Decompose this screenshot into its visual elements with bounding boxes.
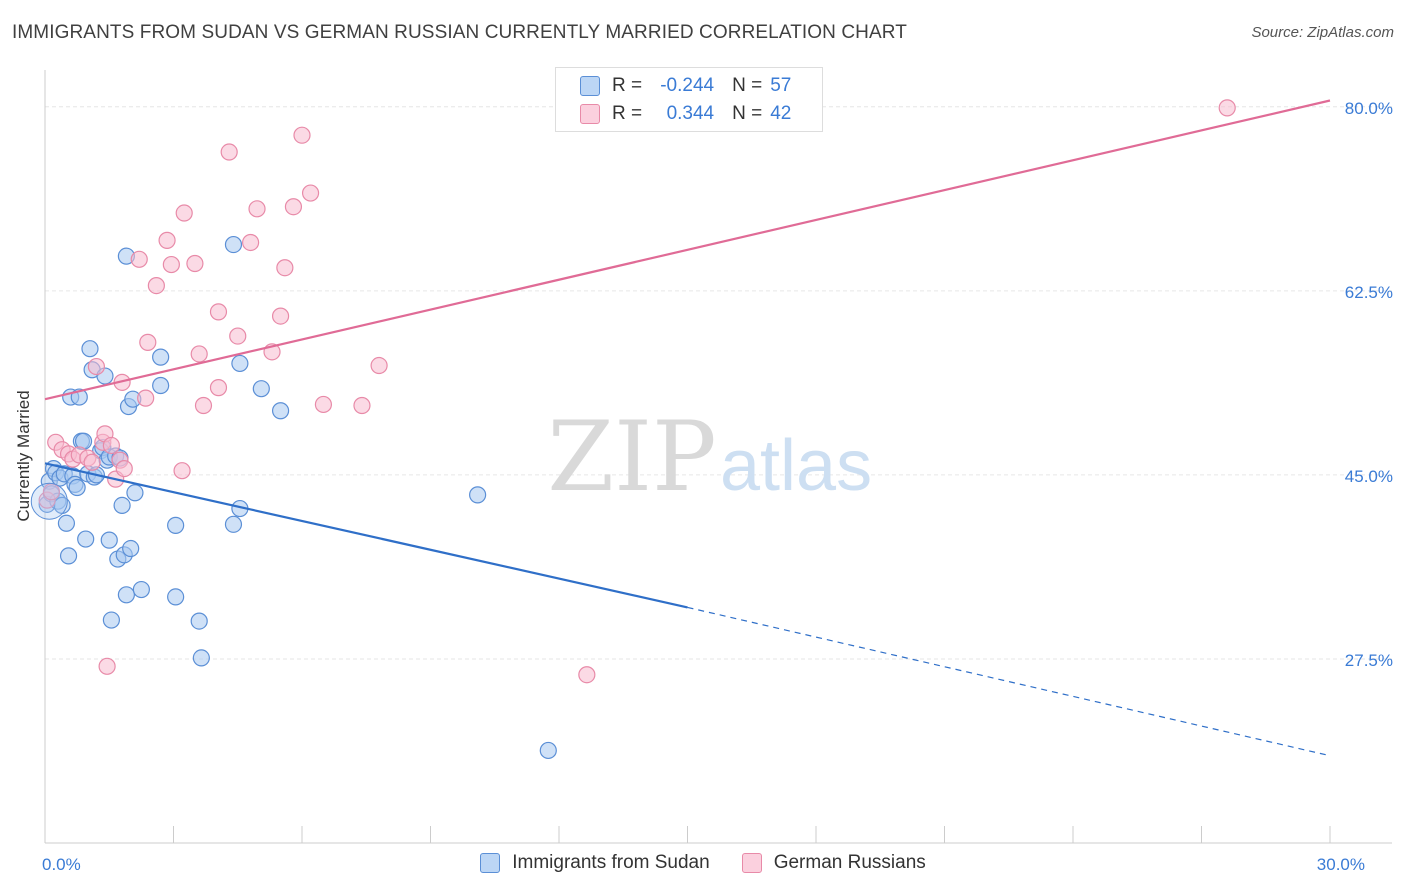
sudan-point [81,340,99,358]
german-russian-point [353,396,371,415]
german-russian-point [220,143,238,161]
sudan-point [231,354,249,373]
legend-row-german-russians: R = 0.344 N = 42 [556,101,791,127]
german-russian-point [186,254,204,273]
german-russian-point [98,657,116,675]
sudan-point-cluster [30,482,68,520]
german-russian-point [83,453,101,471]
axis-layer [44,70,1392,844]
sudan-point [252,380,270,398]
source-label: Source: ZipAtlas.com [1251,24,1394,41]
x-tick-label: 30.0% [1317,855,1365,874]
sudan-point [132,580,150,599]
tick-labels: 27.5% 45.0% 62.5% 80.0% 0.0% 30.0% [42,99,1393,874]
german-russian-point [229,327,247,345]
sudan-point [167,588,185,606]
german-russian-point [162,255,180,274]
sudan-point [59,547,78,565]
legend-r-label: R = [612,75,643,96]
german-russian-point [194,396,213,415]
legend-row-sudan: R = -0.244 N = 57 [556,73,791,99]
legend-swatch-blue [480,853,501,873]
legend-n-label: N = [732,75,763,96]
german-russian-point [190,345,208,363]
legend-label-german-russians: German Russians [773,852,926,873]
sudan-point [224,515,243,533]
sudan-trend-extension [687,606,1331,757]
sudan-point [113,496,131,515]
sudan-point [167,516,185,534]
german-russian-point [314,395,333,414]
sudan-point [126,484,144,502]
german-russian-point [130,250,148,268]
german-russian-point [301,184,320,202]
german-russian-point [137,389,155,407]
legend-item-german-russians[interactable]: German Russians [741,852,926,874]
watermark: ZIP atlas [547,401,872,513]
german-russian-point [578,666,596,684]
watermark-zip: ZIP [547,401,716,513]
sudan-point [57,514,76,532]
german-russian-point [293,126,311,144]
german-russian-point [1218,99,1236,117]
legend-n-value: 42 [770,103,792,124]
legend-swatch-blue [580,76,600,96]
german-russian-point [87,357,106,376]
sudan-trend-line [44,462,688,609]
legend-swatch-pink [580,104,600,124]
legend-n-value: 57 [770,75,792,96]
german-russian-point [284,198,303,216]
german-russian-point [248,200,266,218]
sudan-point [102,611,120,629]
legend-item-sudan[interactable]: Immigrants from Sudan [480,852,710,874]
sudan-point [152,376,170,395]
x-tick-label: 0.0% [42,855,81,874]
trend-layer [44,99,1331,757]
sudan-point [122,539,140,558]
y-tick-label: 62.5% [1345,283,1393,302]
german-russian-point [175,204,193,222]
german-russian-point [370,356,388,375]
sudan-point [152,348,170,366]
german-russian-point [209,303,228,321]
grid-layer [45,106,1392,660]
sudan-point [77,530,95,548]
german-russian-point [139,333,157,351]
german-russian-point [115,459,133,478]
y-tick-label: 45.0% [1345,467,1393,486]
german-russian-point [271,307,290,325]
sudan-point [469,486,487,504]
watermark-atlas: atlas [720,426,872,506]
y-axis-label: Currently Married [14,390,33,522]
sudan-point [224,235,243,254]
series-legend: Immigrants from Sudan German Russians [0,852,1406,874]
sudan-point [100,531,118,549]
legend-r-value: 0.344 [666,103,715,124]
german-russian-point [102,436,120,455]
sudan-point [117,586,135,604]
sudan-point [68,478,86,497]
points-layer [30,99,1236,760]
legend-label-sudan: Immigrants from Sudan [512,852,710,873]
legend-r-label: R = [612,103,643,124]
sudan-point [192,649,210,667]
chart-title: IMMIGRANTS FROM SUDAN VS GERMAN RUSSIAN … [12,22,907,43]
german-russian-point [276,259,294,277]
german-russian-point [242,233,260,252]
german-russian-trend-line [44,99,1331,401]
y-tick-label: 80.0% [1345,99,1393,118]
sudan-point [190,612,208,630]
legend-n-label: N = [732,103,763,124]
sudan-point [539,741,557,760]
german-russian-point [158,231,176,249]
german-russian-point [147,276,165,295]
legend-r-value: -0.244 [660,75,715,96]
legend-swatch-pink [741,853,762,873]
stats-legend: R = -0.244 N = 57 R = 0.344 N = 42 [555,67,823,132]
german-russian-point [209,379,228,397]
y-tick-label: 27.5% [1345,651,1393,670]
german-russian-point [173,462,191,480]
sudan-point [271,402,290,420]
